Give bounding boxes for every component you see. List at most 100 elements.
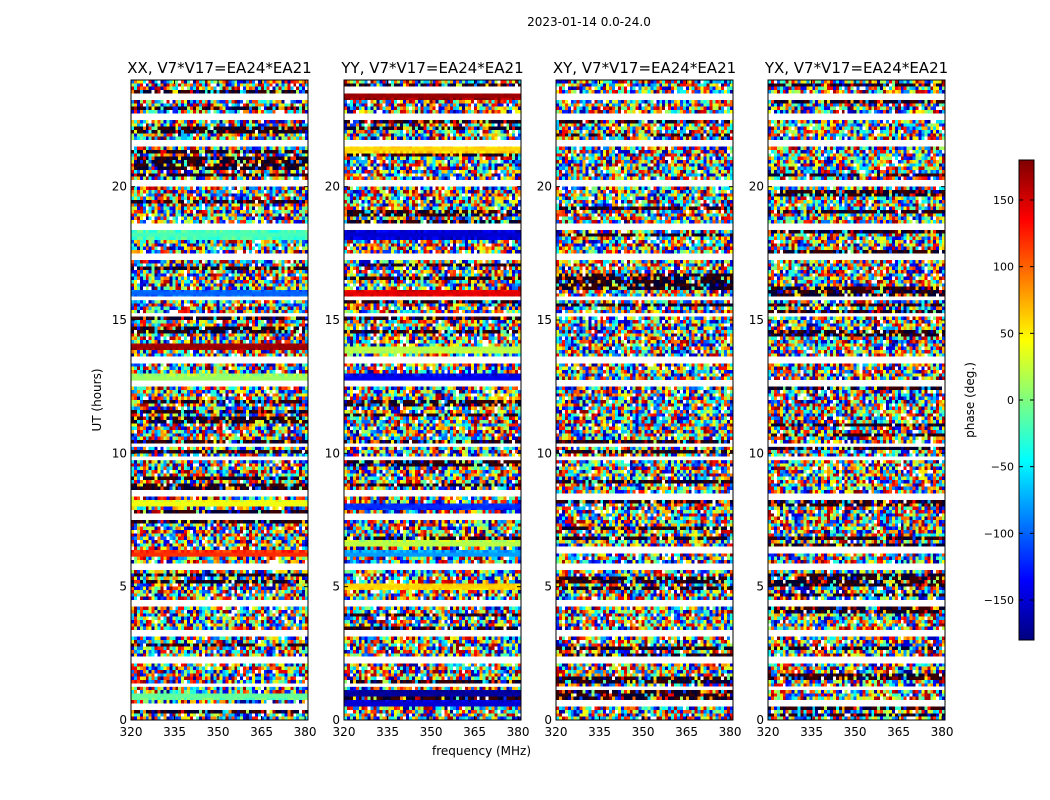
coherent-phase-band: [344, 584, 521, 589]
y-tick-label: 10: [112, 446, 127, 460]
flagged-row: [131, 601, 308, 605]
flagged-row: [556, 297, 733, 301]
flagged-row: [556, 225, 733, 229]
y-tick-label: 20: [325, 180, 340, 194]
x-tick-label: 365: [887, 725, 910, 739]
x-axis-label: frequency (MHz): [432, 744, 531, 758]
panel-title: XX, V7*V17=EA24*EA21: [127, 59, 311, 77]
flagged-row: [768, 630, 945, 634]
flagged-row: [344, 89, 521, 93]
flagged-row: [768, 382, 945, 386]
y-tick-label: 15: [325, 313, 340, 327]
flagged-row: [556, 547, 733, 551]
flagged-row: [344, 254, 521, 258]
flagged-row: [556, 457, 733, 461]
panel-1: XX, V7*V17=EA24*EA21 320 335 350 365 380 0 5 10 1…: [112, 59, 317, 739]
flagged-row: [556, 382, 733, 386]
x-tick-label: 380: [931, 725, 954, 739]
x-tick-label: 320: [333, 725, 356, 739]
x-tick-label: 380: [719, 725, 742, 739]
flagged-row: [768, 601, 945, 605]
coherent-phase-band: [131, 291, 308, 296]
flagged-row: [768, 659, 945, 663]
panel-2: YY, V7*V17=EA24*EA21 320 335 350 365 380 0 5 10 1…: [325, 59, 530, 739]
flagged-row: [768, 94, 945, 98]
y-tick-label: 0: [332, 713, 340, 727]
x-tick-label: 380: [507, 725, 530, 739]
figure-title: 2023-01-14 0.0-24.0: [527, 15, 651, 29]
flagged-row: [344, 313, 521, 317]
flagged-row: [131, 683, 308, 687]
coherent-phase-band: [344, 232, 521, 237]
coherent-phase-band: [131, 344, 308, 349]
colorbar-label: phase (deg.): [963, 362, 977, 438]
y-tick-label: 20: [537, 180, 552, 194]
flagged-row: [768, 142, 945, 146]
colorbar-tick-label: −100: [984, 527, 1014, 540]
flagged-row: [131, 94, 308, 98]
panel-4: YX, V7*V17=EA24*EA21 320 335 350 365 380 0 5 10 1…: [749, 59, 954, 739]
flagged-row: [556, 313, 733, 317]
x-tick-label: 365: [463, 725, 486, 739]
colorbar-tick-label: −50: [991, 461, 1014, 474]
panel-frame: [130, 79, 309, 721]
coherent-phase-band: [344, 542, 521, 546]
y-tick-label: 15: [749, 313, 764, 327]
flagged-row: [131, 254, 308, 258]
y-tick-label: 0: [756, 713, 764, 727]
panel-3: XY, V7*V17=EA24*EA21 320 335 350 365 380 0 5 10 1…: [537, 59, 742, 739]
x-tick-label: 320: [545, 725, 568, 739]
y-tick-label: 5: [756, 580, 764, 594]
y-tick-label: 5: [119, 580, 127, 594]
coherent-phase-band: [344, 702, 521, 706]
flagged-row: [768, 443, 945, 447]
coherent-phase-band: [344, 552, 521, 557]
flagged-row: [131, 659, 308, 663]
x-tick-label: 320: [120, 725, 143, 739]
flagged-row: [768, 225, 945, 229]
y-tick-label: 15: [537, 313, 552, 327]
flagged-row: [768, 566, 945, 570]
flagged-row: [131, 515, 308, 519]
colorbar-tick-label: 100: [993, 261, 1014, 274]
coherent-phase-band: [344, 147, 521, 152]
flagged-row: [344, 630, 521, 634]
y-tick-label: 5: [332, 580, 340, 594]
flagged-row: [556, 142, 733, 146]
flagged-row: [768, 297, 945, 301]
x-tick-label: 320: [757, 725, 780, 739]
flagged-row: [131, 457, 308, 461]
flagged-row: [344, 566, 521, 570]
panel-frame: [343, 79, 522, 721]
flagged-row: [344, 443, 521, 447]
y-tick-label: 15: [112, 313, 127, 327]
flagged-row: [344, 225, 521, 229]
flagged-row: [344, 659, 521, 663]
y-tick-label: 5: [544, 580, 552, 594]
panel-title: YX, V7*V17=EA24*EA21: [764, 59, 948, 77]
flagged-row: [344, 182, 521, 186]
x-tick-label: 380: [294, 725, 317, 739]
phase-heatmap: [131, 80, 308, 720]
panel-title: YY, V7*V17=EA24*EA21: [340, 59, 523, 77]
flagged-row: [768, 254, 945, 258]
flagged-row: [556, 659, 733, 663]
flagged-row: [768, 115, 945, 119]
y-tick-label: 10: [749, 446, 764, 460]
colorbar-tick-label: 150: [993, 194, 1014, 207]
flagged-row: [556, 115, 733, 119]
flagged-row: [131, 705, 308, 709]
colorbar-tick-label: 0: [1007, 394, 1014, 407]
flagged-row: [131, 382, 308, 386]
colorbar-tick-label: −150: [984, 594, 1014, 607]
flagged-row: [344, 115, 521, 119]
flagged-row: [556, 358, 733, 362]
flagged-row: [556, 702, 733, 706]
coherent-phase-band: [344, 691, 521, 696]
flagged-row: [131, 630, 308, 634]
phase-heatmap: [344, 80, 521, 720]
flagged-row: [556, 630, 733, 634]
coherent-phase-band: [131, 694, 308, 698]
coherent-phase-band: [344, 291, 521, 296]
flagged-row: [768, 182, 945, 186]
